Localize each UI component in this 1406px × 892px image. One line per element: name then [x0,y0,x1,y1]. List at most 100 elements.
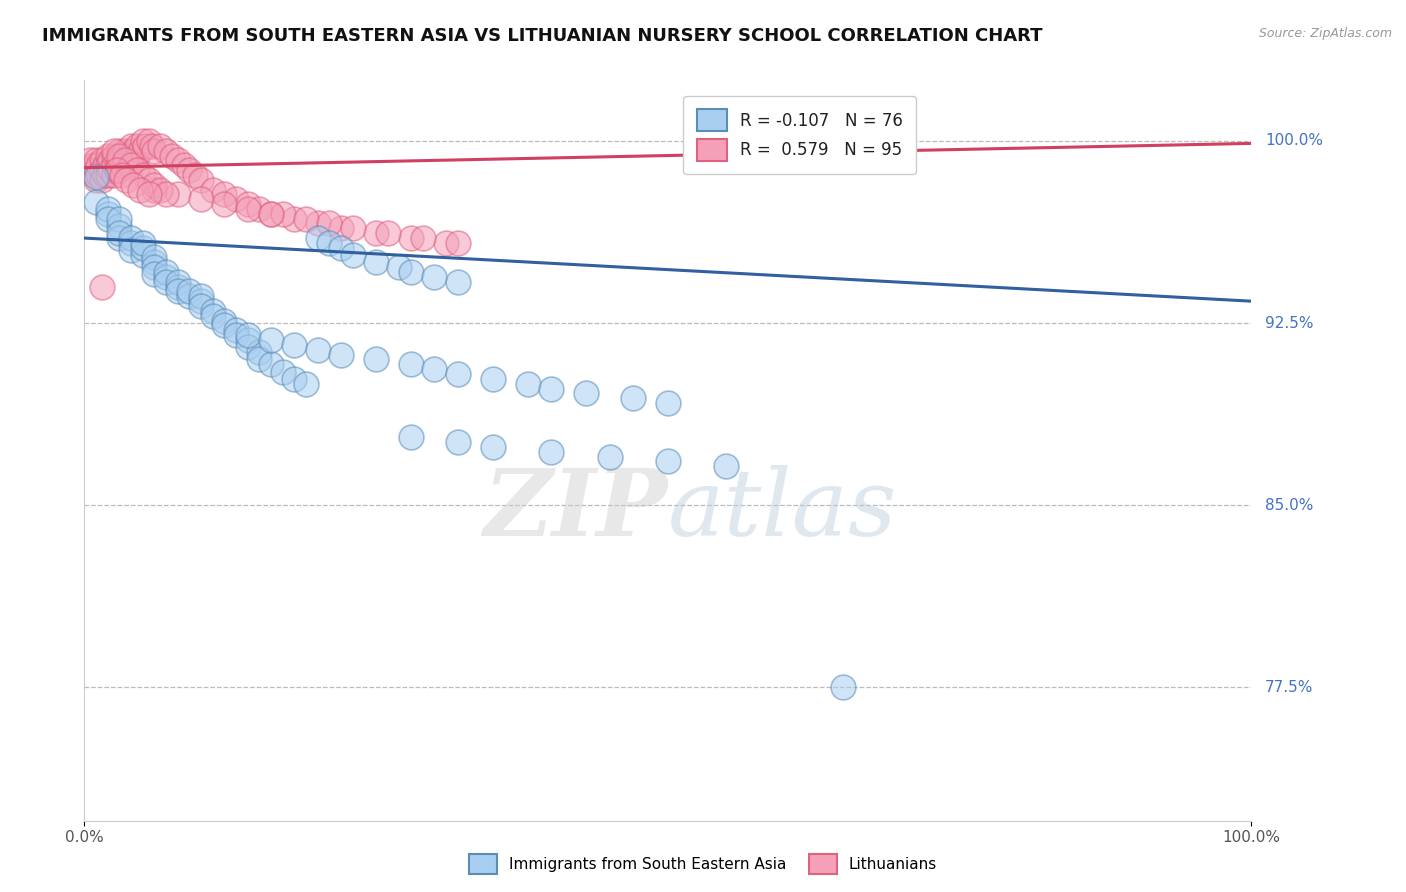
Point [111,148,134,162]
Point [166,285,188,299]
Point [103,144,125,158]
Point [120,148,142,162]
Point [271,365,294,379]
Point [90,279,112,293]
Text: IMMIGRANTS FROM SOUTH EASTERN ASIA VS LITHUANIAN NURSERY SCHOOL CORRELATION CHAR: IMMIGRANTS FROM SOUTH EASTERN ASIA VS LI… [42,27,1043,45]
Point [166,279,188,293]
Legend: R = -0.107   N = 76, R =  0.579   N = 95: R = -0.107 N = 76, R = 0.579 N = 95 [683,96,917,174]
Point [84,194,107,209]
Point [249,345,271,359]
Point [103,168,125,182]
Point [143,255,166,269]
Point [97,202,120,216]
Point [149,138,172,153]
Point [599,450,621,464]
Point [97,168,120,182]
Point [330,221,353,235]
Point [87,168,110,182]
Text: 85.0%: 85.0% [1265,498,1313,513]
Point [236,333,259,347]
Point [832,680,855,694]
Point [98,153,121,168]
Point [166,153,188,168]
Point [481,372,505,386]
Point [149,182,172,196]
Point [283,372,305,386]
Point [155,275,177,289]
Text: 92.5%: 92.5% [1265,316,1313,331]
Point [94,158,117,172]
Point [399,430,422,444]
Point [114,153,136,168]
Point [716,459,738,474]
Point [412,231,434,245]
Point [97,207,120,221]
Point [201,309,224,323]
Point [342,221,364,235]
Point [249,202,271,216]
Point [90,163,112,178]
Point [190,299,212,313]
Point [283,211,305,226]
Point [481,440,505,454]
Point [84,163,107,178]
Point [105,163,128,178]
Point [79,153,101,168]
Point [105,153,128,168]
Point [118,158,141,172]
Point [173,158,195,172]
Point [447,367,470,381]
Text: ZIP: ZIP [484,465,668,555]
Point [342,248,364,262]
Text: Source: ZipAtlas.com: Source: ZipAtlas.com [1258,27,1392,40]
Point [108,144,131,158]
Point [132,241,155,255]
Point [399,231,422,245]
Point [125,148,148,162]
Point [166,187,188,202]
Point [575,386,598,401]
Point [115,173,138,187]
Point [108,211,131,226]
Point [120,231,142,245]
Point [399,357,422,371]
Point [108,231,131,245]
Point [103,158,125,172]
Point [120,138,142,153]
Point [307,217,329,231]
Point [236,328,259,343]
Point [260,333,283,347]
Point [236,340,259,354]
Point [97,148,120,162]
Point [155,265,177,279]
Point [108,148,131,162]
Point [108,219,131,233]
Point [249,352,271,367]
Point [184,168,207,182]
Point [143,251,166,265]
Point [114,153,136,168]
Point [330,348,353,362]
Point [118,148,141,162]
Point [103,148,125,162]
Point [87,158,110,172]
Point [143,144,166,158]
Point [129,182,152,196]
Point [94,168,117,182]
Point [260,207,283,221]
Point [155,187,177,202]
Point [143,260,166,275]
Point [201,304,224,318]
Point [447,275,470,289]
Point [120,158,142,172]
Point [179,285,201,299]
Point [657,396,679,410]
Point [155,269,177,284]
Point [190,294,212,309]
Point [214,197,236,211]
Point [330,241,353,255]
Point [260,207,283,221]
Point [138,187,160,202]
Point [447,434,470,449]
Point [447,235,470,250]
